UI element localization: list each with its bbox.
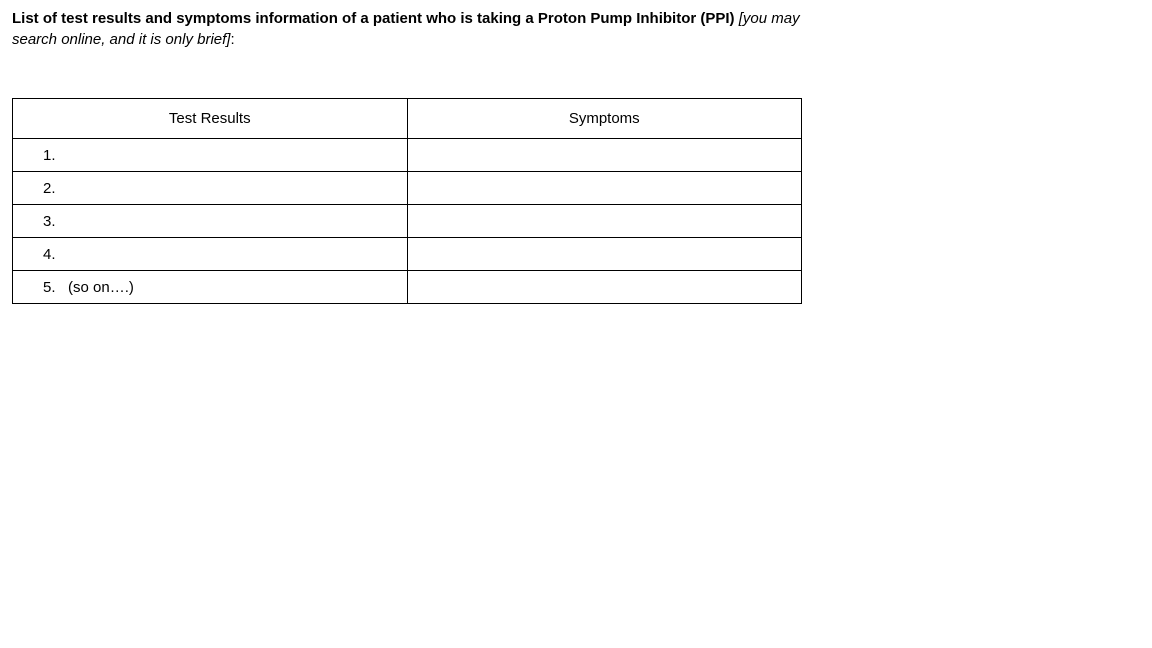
cell-left: 3. <box>13 205 408 238</box>
cell-right <box>407 139 802 172</box>
table-row: 2. <box>13 172 802 205</box>
table-row: 3. <box>13 205 802 238</box>
table-row: 5. (so on….) <box>13 271 802 304</box>
cell-left: 1. <box>13 139 408 172</box>
cell-right <box>407 238 802 271</box>
instruction-heading: List of test results and symptoms inform… <box>12 8 812 50</box>
cell-left: 2. <box>13 172 408 205</box>
table-row: 4. <box>13 238 802 271</box>
cell-right <box>407 205 802 238</box>
cell-left: 4. <box>13 238 408 271</box>
table-header-row: Test Results Symptoms <box>13 99 802 139</box>
heading-suffix: : <box>230 31 234 48</box>
heading-bold: List of test results and symptoms inform… <box>12 10 739 27</box>
col-header-symptoms: Symptoms <box>407 99 802 139</box>
cell-left: 5. (so on….) <box>13 271 408 304</box>
table-row: 1. <box>13 139 802 172</box>
col-header-test-results: Test Results <box>13 99 408 139</box>
cell-right <box>407 172 802 205</box>
results-symptoms-table: Test Results Symptoms 1. 2. 3. 4. 5. (so… <box>12 98 802 304</box>
cell-right <box>407 271 802 304</box>
